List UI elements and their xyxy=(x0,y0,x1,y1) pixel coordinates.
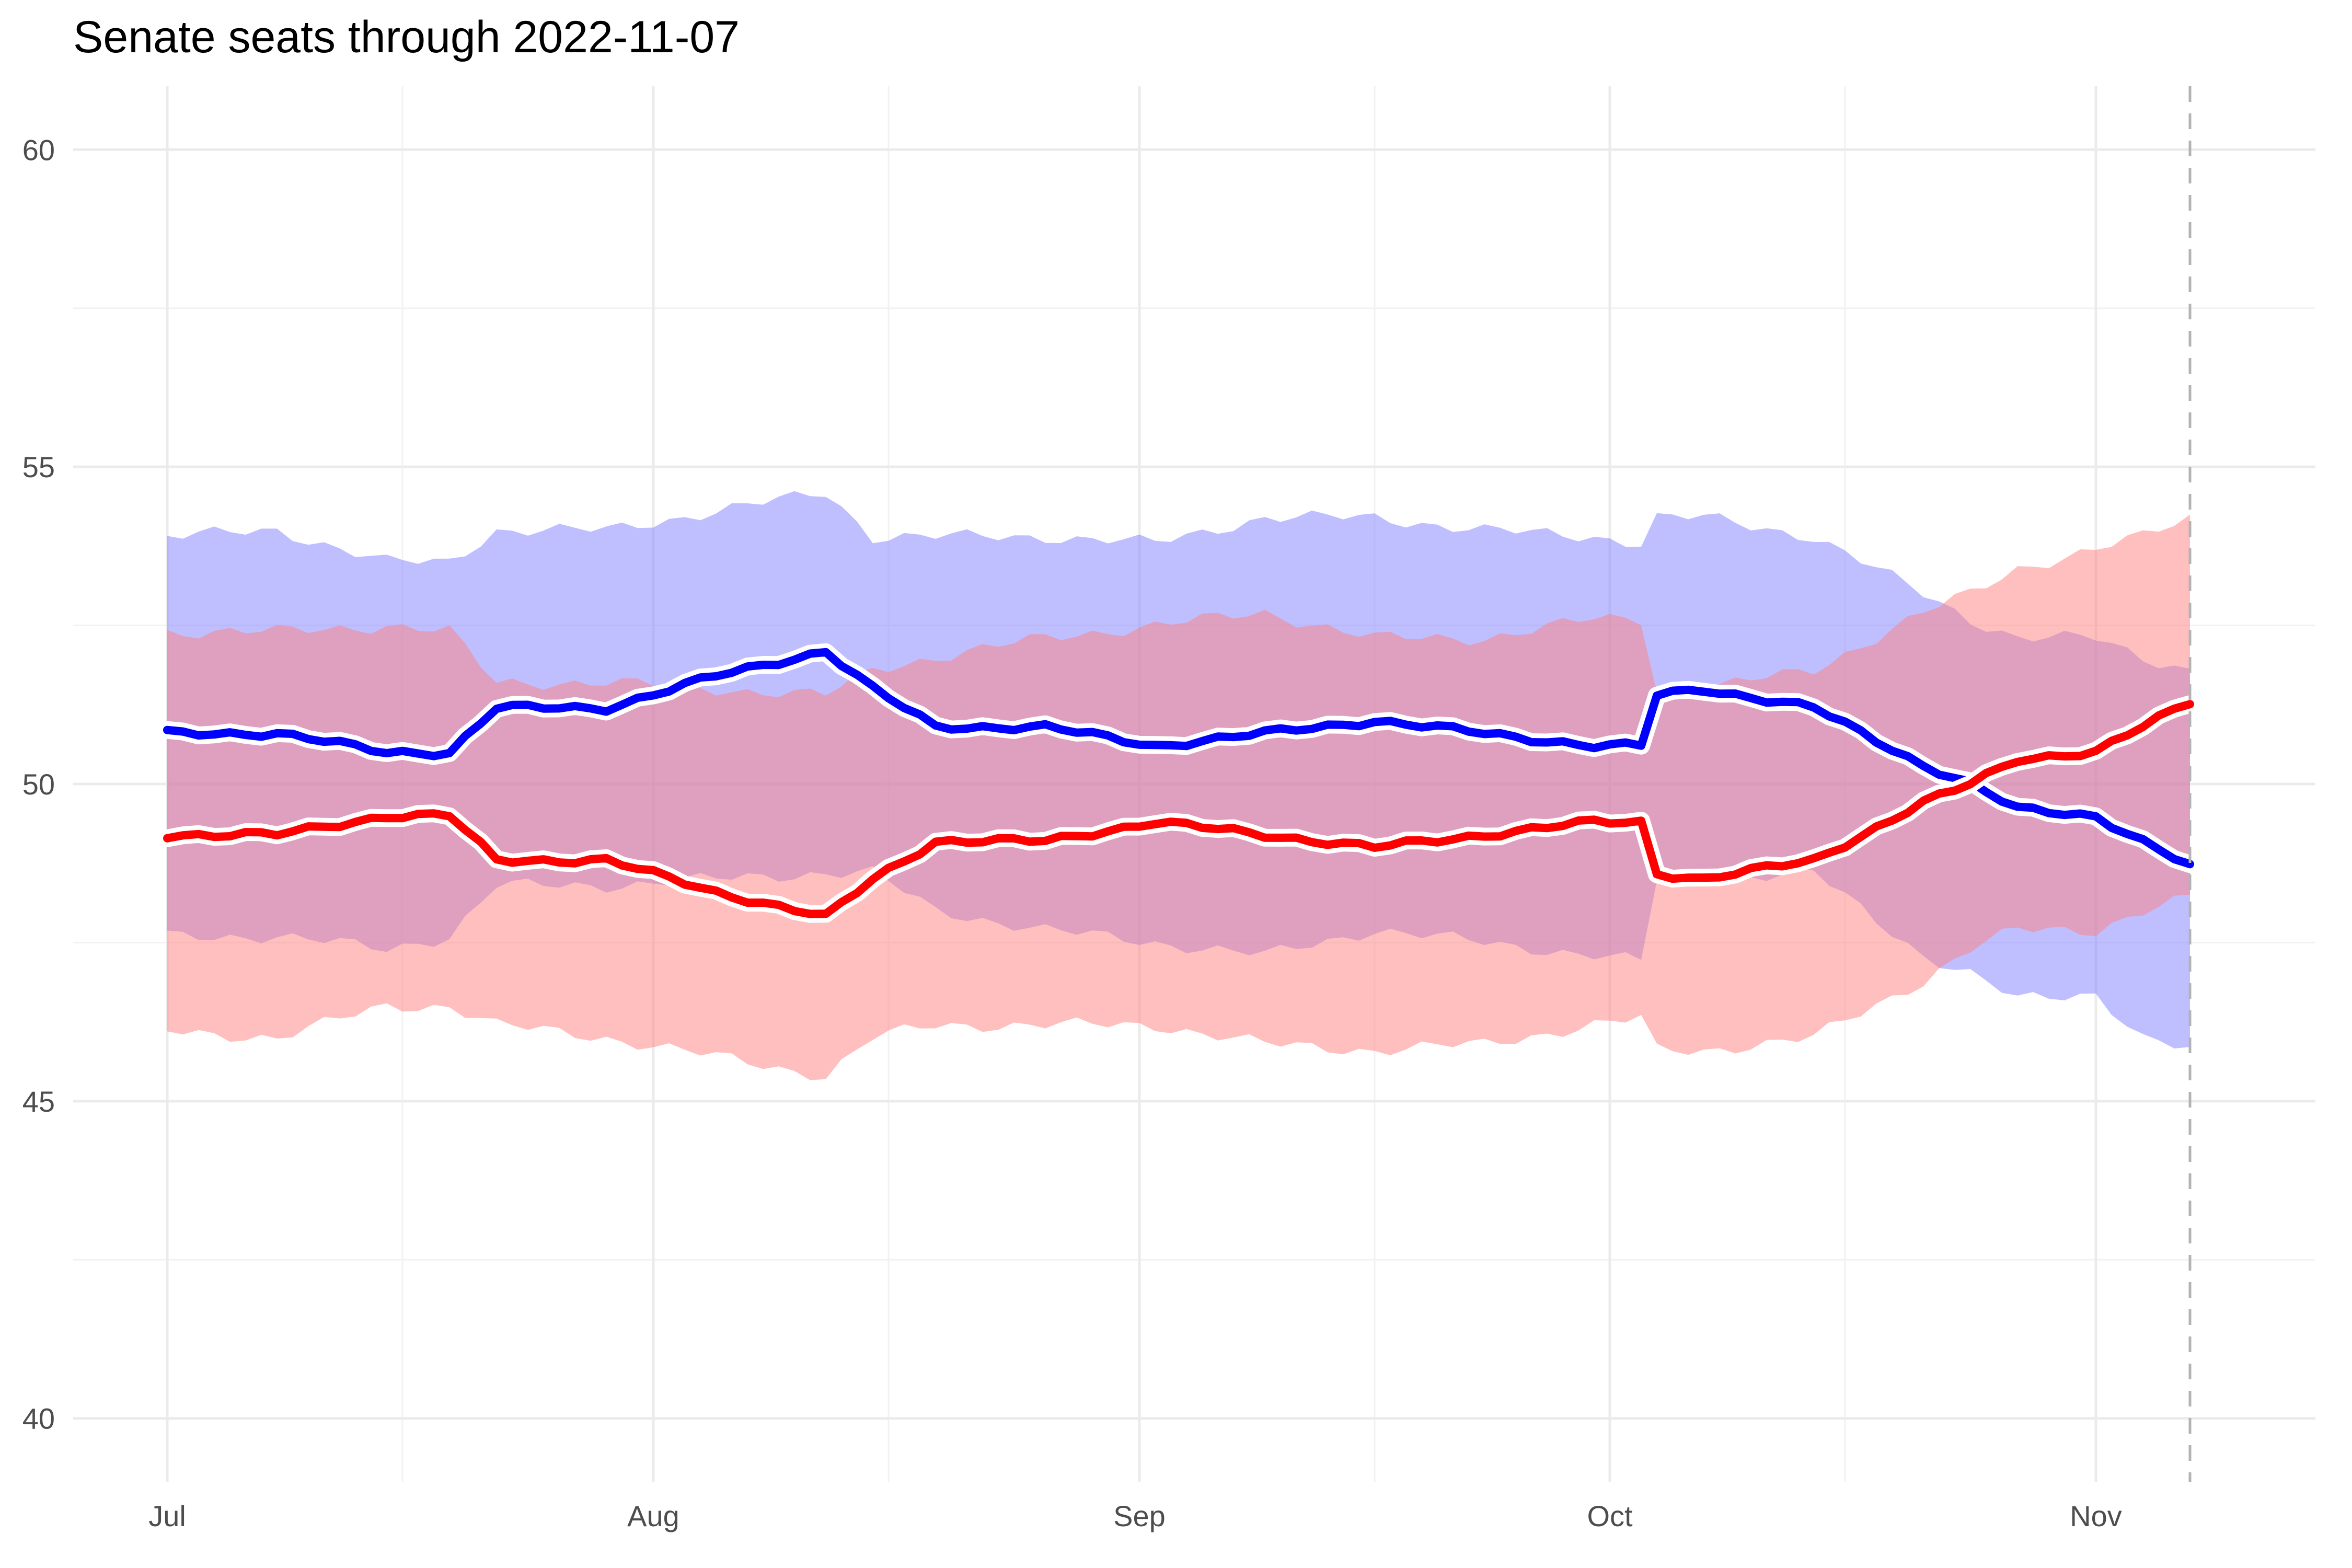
x-tick-label: Sep xyxy=(1113,1500,1166,1532)
y-tick-label: 55 xyxy=(22,451,55,483)
x-axis-labels: Jul Aug Sep Oct Nov xyxy=(148,1500,2122,1532)
x-tick-label: Aug xyxy=(627,1500,679,1532)
uncertainty-bands xyxy=(167,491,2190,1080)
series-line xyxy=(163,648,2194,869)
series-lines xyxy=(158,643,2199,923)
y-tick-label: 50 xyxy=(22,768,55,801)
x-tick-label: Jul xyxy=(148,1500,186,1532)
y-tick-label: 45 xyxy=(22,1085,55,1118)
chart-title: Senate seats through 2022-11-07 xyxy=(73,12,740,62)
x-tick-label: Oct xyxy=(1587,1500,1633,1532)
y-tick-label: 40 xyxy=(22,1402,55,1435)
x-tick-label: Nov xyxy=(2070,1500,2122,1532)
y-axis-labels: 40 45 50 55 60 xyxy=(22,133,55,1435)
y-tick-label: 60 xyxy=(22,133,55,166)
uncertainty-band xyxy=(167,514,2190,1080)
series-line xyxy=(163,700,2194,918)
